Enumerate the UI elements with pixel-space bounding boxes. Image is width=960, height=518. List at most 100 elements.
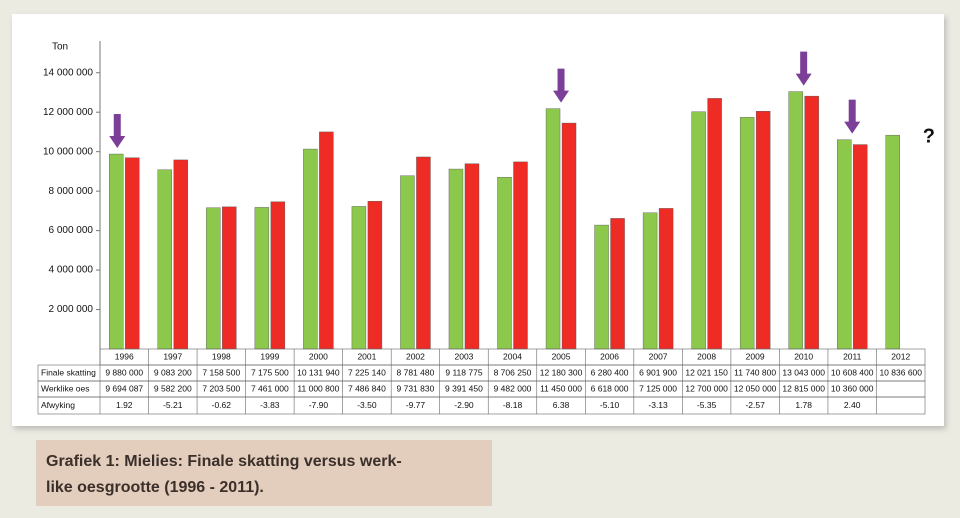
arrow-head [795, 73, 812, 86]
x-tick-label: 2011 [843, 351, 862, 361]
y-tick-label: 2 000 000 [49, 304, 94, 315]
x-tick-label: 1998 [212, 351, 231, 361]
bar [416, 156, 431, 350]
x-tick-label: 2005 [552, 351, 571, 361]
table-cell: 7 486 840 [348, 383, 386, 393]
table-cell: -9.77 [406, 400, 426, 410]
table-cell: 13 043 000 [782, 367, 825, 377]
bar [853, 144, 868, 350]
bar [157, 169, 172, 350]
bar [254, 207, 270, 350]
table-cell: 9 694 087 [105, 383, 143, 393]
table-cell: 2.40 [844, 400, 861, 410]
x-tick-label: 2002 [406, 351, 425, 361]
table-cell: 9 391 450 [445, 383, 483, 393]
table-cell: -8.18 [503, 400, 523, 410]
table-cell: 1.78 [795, 400, 812, 410]
table-cell: 12 700 000 [685, 383, 728, 393]
x-tick-label: 2007 [649, 351, 668, 361]
bar [400, 175, 415, 350]
bar [594, 224, 609, 350]
x-tick-label: 2008 [697, 351, 716, 361]
bar [109, 153, 124, 350]
table-cell: 9 731 830 [397, 383, 435, 393]
bar [351, 206, 367, 350]
x-tick-label: 2009 [746, 351, 765, 361]
bar [125, 157, 140, 350]
table-cell: 6.38 [553, 400, 570, 410]
arrow-shaft [848, 99, 856, 124]
table-cell: 9 118 775 [445, 367, 482, 377]
table-cell: -2.90 [454, 400, 474, 410]
table-cell: 7 203 500 [202, 383, 240, 393]
table-cell: 8 781 480 [397, 367, 435, 377]
y-tick-label: 14 000 000 [43, 67, 93, 78]
x-tick-label: 2000 [309, 351, 328, 361]
table-cell: 7 225 140 [348, 367, 386, 377]
table-cell: -3.50 [357, 400, 377, 410]
table-cell: 11 000 800 [297, 383, 339, 393]
arrow-head [109, 136, 126, 149]
row-label: Afwyking [41, 400, 75, 410]
y-tick-label: 10 000 000 [43, 146, 93, 157]
table-cell: 9 880 000 [105, 367, 143, 377]
table-cell: 6 618 000 [591, 383, 629, 393]
bar [464, 163, 480, 350]
bar [610, 218, 625, 350]
caption-box [36, 440, 492, 506]
table-cell: -3.13 [648, 400, 668, 410]
row-label: Werklike oes [41, 383, 90, 393]
table-cell: 6 901 900 [639, 367, 677, 377]
x-tick-label: 1999 [260, 351, 279, 361]
row-label: Finale skatting [41, 367, 96, 377]
table-cell: -2.57 [745, 400, 765, 410]
table-cell: 6 280 400 [591, 367, 629, 377]
bar [707, 98, 722, 350]
bar [788, 91, 803, 350]
caption-line: like oesgrootte (1996 - 2011). [46, 479, 264, 496]
bar [755, 111, 771, 350]
table-cell: 11 450 000 [540, 383, 582, 393]
table-cell: 7 158 500 [202, 367, 240, 377]
bar [658, 208, 674, 350]
x-tick-label: 2010 [794, 351, 813, 361]
arrow-shaft [557, 68, 565, 93]
bar [642, 212, 658, 350]
table-cell: 10 360 000 [831, 383, 874, 393]
x-tick-label: 2012 [891, 351, 910, 361]
table-cell: 12 021 150 [685, 367, 728, 377]
arrow-shaft [113, 114, 121, 139]
table-cell: 10 836 600 [879, 367, 922, 377]
bar [513, 161, 528, 350]
y-tick-label: 8 000 000 [49, 186, 94, 197]
bar [319, 131, 334, 350]
table-cell: 9 582 200 [154, 383, 192, 393]
table-cell: -3.83 [260, 400, 280, 410]
bar [448, 168, 464, 350]
table-cell: 9 083 200 [154, 367, 192, 377]
bar [837, 139, 852, 350]
table-cell: -5.35 [697, 400, 717, 410]
table-cell: 12 815 000 [782, 383, 825, 393]
y-tick-label: 6 000 000 [49, 225, 94, 236]
x-tick-label: 2003 [455, 351, 474, 361]
x-tick-label: 1997 [163, 351, 182, 361]
bar [691, 111, 706, 350]
table-cell: 1.92 [116, 400, 133, 410]
bar [497, 176, 512, 350]
table-cell: 7 125 000 [639, 383, 677, 393]
y-tick-label: 12 000 000 [43, 107, 93, 118]
bar [367, 201, 383, 350]
table-cell: 12 050 000 [734, 383, 777, 393]
table-cell: 12 180 300 [540, 367, 583, 377]
x-tick-label: 2004 [503, 351, 522, 361]
x-tick-label: 2006 [600, 351, 619, 361]
arrow-head [553, 90, 570, 103]
arrow-head [844, 121, 861, 134]
table-cell: 9 482 000 [494, 383, 532, 393]
table-cell: -7.90 [309, 400, 329, 410]
bar [270, 201, 286, 350]
bar [561, 122, 577, 350]
bar [206, 207, 221, 350]
